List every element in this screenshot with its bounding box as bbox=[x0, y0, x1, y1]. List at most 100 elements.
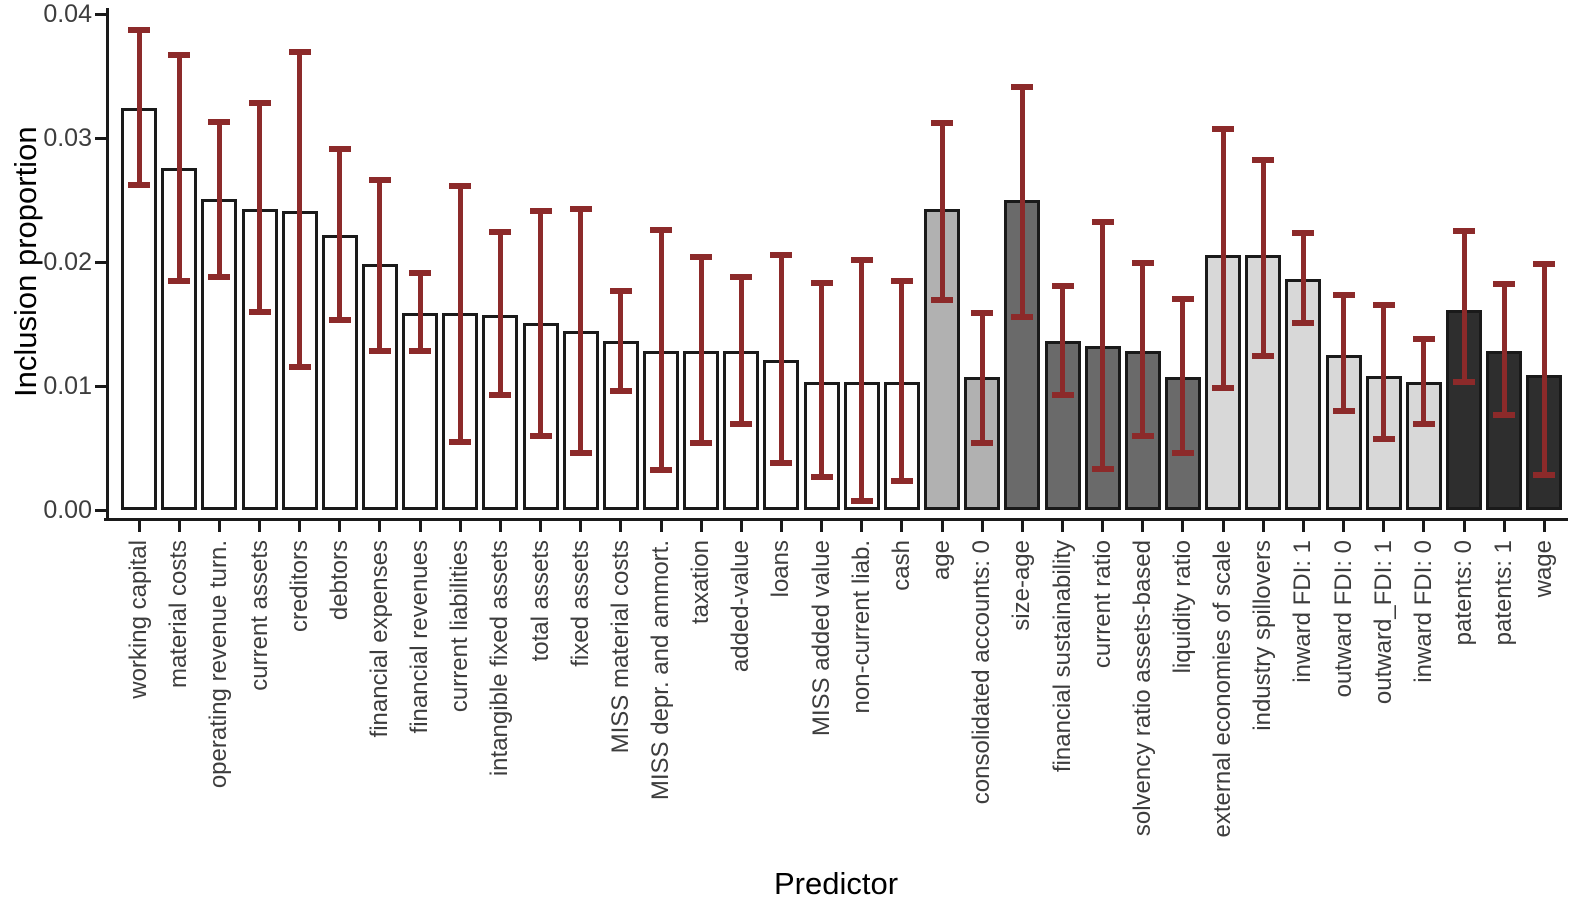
x-category-label-current-assets: current assets bbox=[245, 540, 273, 691]
error-bar-cap-bottom bbox=[609, 387, 632, 394]
y-tick-label: 0.01 bbox=[43, 372, 92, 400]
error-bar-line bbox=[216, 121, 222, 277]
error-bar-line bbox=[417, 273, 423, 352]
x-axis-tick bbox=[1061, 521, 1065, 532]
x-axis-tick bbox=[1502, 521, 1506, 532]
error-bar-cap-top bbox=[569, 205, 592, 212]
error-bar-line bbox=[939, 123, 945, 301]
error-bar-cap-top bbox=[1171, 296, 1194, 303]
error-bar-line bbox=[578, 208, 584, 453]
error-bar-cap-bottom bbox=[288, 364, 311, 371]
bar-external-economies-of-scale bbox=[1205, 254, 1242, 510]
x-axis-tick bbox=[1301, 521, 1305, 532]
x-category-label-material-costs: material costs bbox=[165, 540, 193, 689]
x-axis-tick bbox=[137, 521, 141, 532]
error-bar-cap-bottom bbox=[1332, 407, 1355, 414]
error-bar-line bbox=[1341, 295, 1347, 411]
x-category-label-outward-fdi-1: outward_FDI: 1 bbox=[1369, 540, 1397, 705]
error-bar-line bbox=[1100, 222, 1106, 470]
error-bar-cap-bottom bbox=[690, 440, 713, 447]
error-bar-line bbox=[1421, 338, 1427, 425]
error-bar-cap-bottom bbox=[328, 317, 351, 324]
error-bar-cap-top bbox=[529, 208, 552, 215]
x-axis-tick bbox=[1422, 521, 1426, 532]
error-bar-cap-top bbox=[971, 309, 994, 316]
error-bar-line bbox=[1260, 160, 1266, 357]
x-axis-tick bbox=[498, 521, 502, 532]
error-bar-cap-top bbox=[650, 226, 673, 233]
error-bar-line bbox=[337, 149, 343, 321]
x-category-label-size-age: size-age bbox=[1008, 540, 1036, 631]
x-category-label-inward-fdi-0: inward FDI: 0 bbox=[1409, 540, 1437, 683]
x-category-label-financial-expenses: financial expenses bbox=[365, 540, 393, 738]
error-bar-line bbox=[698, 257, 704, 444]
x-category-label-operating-revenue-turn: operating revenue turn. bbox=[205, 540, 233, 789]
error-bar-cap-bottom bbox=[168, 277, 191, 284]
error-bar-cap-top bbox=[1372, 302, 1395, 309]
y-axis-line bbox=[106, 8, 109, 521]
error-bar-line bbox=[1019, 87, 1025, 317]
error-bar-cap-bottom bbox=[1252, 353, 1275, 360]
x-category-label-inward-fdi-1: inward FDI: 1 bbox=[1289, 540, 1317, 683]
x-category-label-total-assets: total assets bbox=[526, 540, 554, 662]
error-bar-line bbox=[1541, 264, 1547, 476]
y-axis-tick bbox=[95, 136, 106, 140]
error-bar-cap-top bbox=[288, 49, 311, 56]
x-axis-tick bbox=[820, 521, 824, 532]
error-bar-line bbox=[738, 276, 744, 425]
error-bar-line bbox=[1220, 129, 1226, 389]
error-bar-cap-top bbox=[168, 51, 191, 58]
x-axis-line bbox=[104, 518, 1568, 521]
error-bar-cap-top bbox=[1412, 335, 1435, 342]
error-bar-line bbox=[1060, 285, 1066, 395]
error-bar-cap-top bbox=[1212, 126, 1235, 133]
x-axis-tick bbox=[1342, 521, 1346, 532]
error-bar-line bbox=[1140, 263, 1146, 436]
error-bar-cap-bottom bbox=[1212, 385, 1235, 392]
x-category-label-liquidity-ratio: liquidity ratio bbox=[1168, 540, 1196, 674]
x-category-label-wage: wage bbox=[1530, 540, 1558, 598]
error-bar-line bbox=[1180, 299, 1186, 453]
x-axis-tick bbox=[1462, 521, 1466, 532]
x-category-label-miss-added-value: MISS added value bbox=[807, 540, 835, 737]
error-bar-cap-top bbox=[770, 251, 793, 258]
x-category-label-loans: loans bbox=[767, 540, 795, 598]
error-bar-line bbox=[377, 180, 383, 352]
x-category-label-patents-0: patents: 0 bbox=[1450, 540, 1478, 646]
error-bar-cap-top bbox=[368, 177, 391, 184]
error-bar-cap-top bbox=[409, 270, 432, 277]
x-axis-tick bbox=[659, 521, 663, 532]
x-category-label-added-value: added-value bbox=[727, 540, 755, 673]
error-bar-cap-bottom bbox=[730, 421, 753, 428]
error-bar-cap-top bbox=[850, 256, 873, 263]
error-bar-line bbox=[457, 186, 463, 442]
error-bar-cap-top bbox=[1292, 230, 1315, 237]
x-category-label-miss-depr-and-ammort: MISS depr. and ammort. bbox=[647, 540, 675, 801]
error-bar-cap-bottom bbox=[650, 467, 673, 474]
x-axis-tick bbox=[177, 521, 181, 532]
x-axis-tick bbox=[940, 521, 944, 532]
error-bar-cap-top bbox=[1493, 281, 1516, 288]
error-bar-cap-bottom bbox=[1372, 436, 1395, 443]
y-axis-tick bbox=[95, 12, 106, 16]
error-bar-cap-bottom bbox=[1533, 472, 1556, 479]
error-bar-cap-bottom bbox=[1171, 449, 1194, 456]
error-bar-cap-bottom bbox=[890, 478, 913, 485]
x-category-label-patents-1: patents: 1 bbox=[1490, 540, 1518, 646]
x-category-label-age: age bbox=[928, 540, 956, 581]
x-category-label-miss-material-costs: MISS material costs bbox=[606, 540, 634, 754]
bar-working-capital bbox=[121, 108, 158, 510]
error-bar-cap-top bbox=[1131, 260, 1154, 267]
x-axis-tick bbox=[1542, 521, 1546, 532]
error-bar-line bbox=[176, 54, 182, 281]
error-bar-cap-top bbox=[128, 27, 151, 34]
x-axis-tick bbox=[418, 521, 422, 532]
x-axis-tick bbox=[1020, 521, 1024, 532]
error-bar-cap-top bbox=[730, 273, 753, 280]
error-bar-line bbox=[1461, 231, 1467, 383]
x-category-label-creditors: creditors bbox=[285, 540, 313, 633]
x-axis-tick bbox=[1261, 521, 1265, 532]
error-bar-cap-bottom bbox=[770, 459, 793, 466]
x-category-label-external-economies-of-scale: external economies of scale bbox=[1209, 540, 1237, 838]
